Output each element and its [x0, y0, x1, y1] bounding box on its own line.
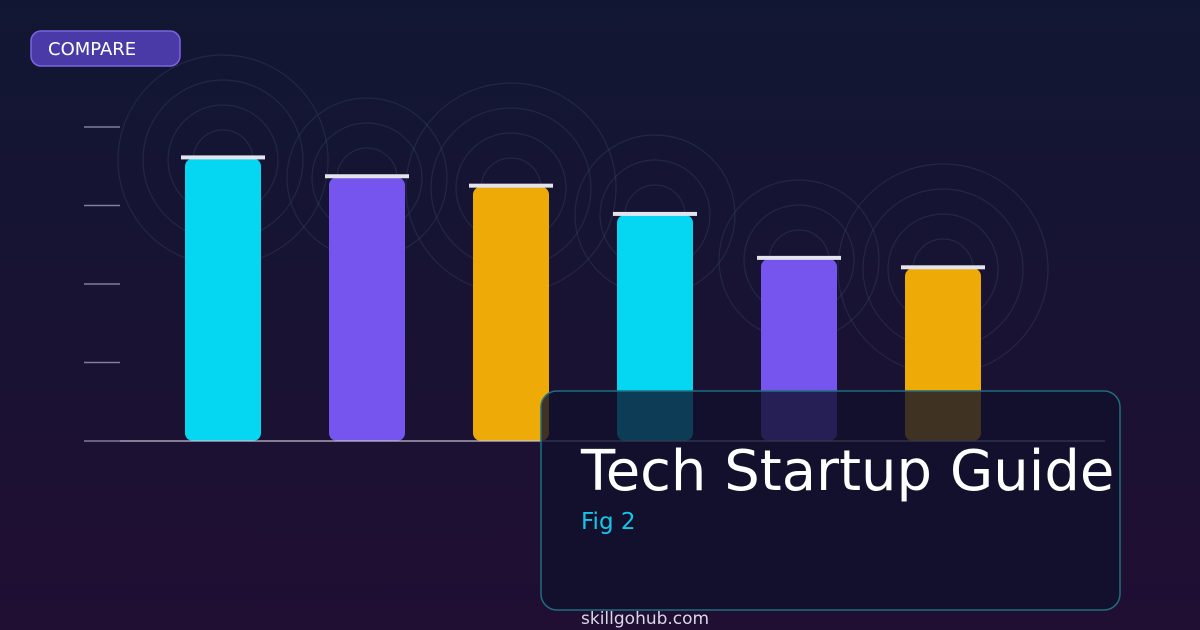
bar-cap [757, 255, 841, 260]
bar [185, 158, 261, 441]
bar [473, 186, 549, 441]
bar-cap [901, 265, 985, 270]
badge [30, 30, 181, 67]
bar [329, 177, 405, 442]
badge-label: COMPARE [48, 39, 136, 60]
card-subtitle: Fig 2 [581, 509, 636, 535]
bar-cap [181, 155, 265, 160]
title-card [540, 390, 1121, 611]
bar-cap [469, 183, 553, 188]
bar [617, 214, 693, 441]
bar-cap [613, 211, 697, 216]
card-title: Tech Startup Guide [580, 439, 1114, 504]
footer-url: skillgohub.com [581, 609, 709, 629]
bar-cap [325, 174, 409, 179]
